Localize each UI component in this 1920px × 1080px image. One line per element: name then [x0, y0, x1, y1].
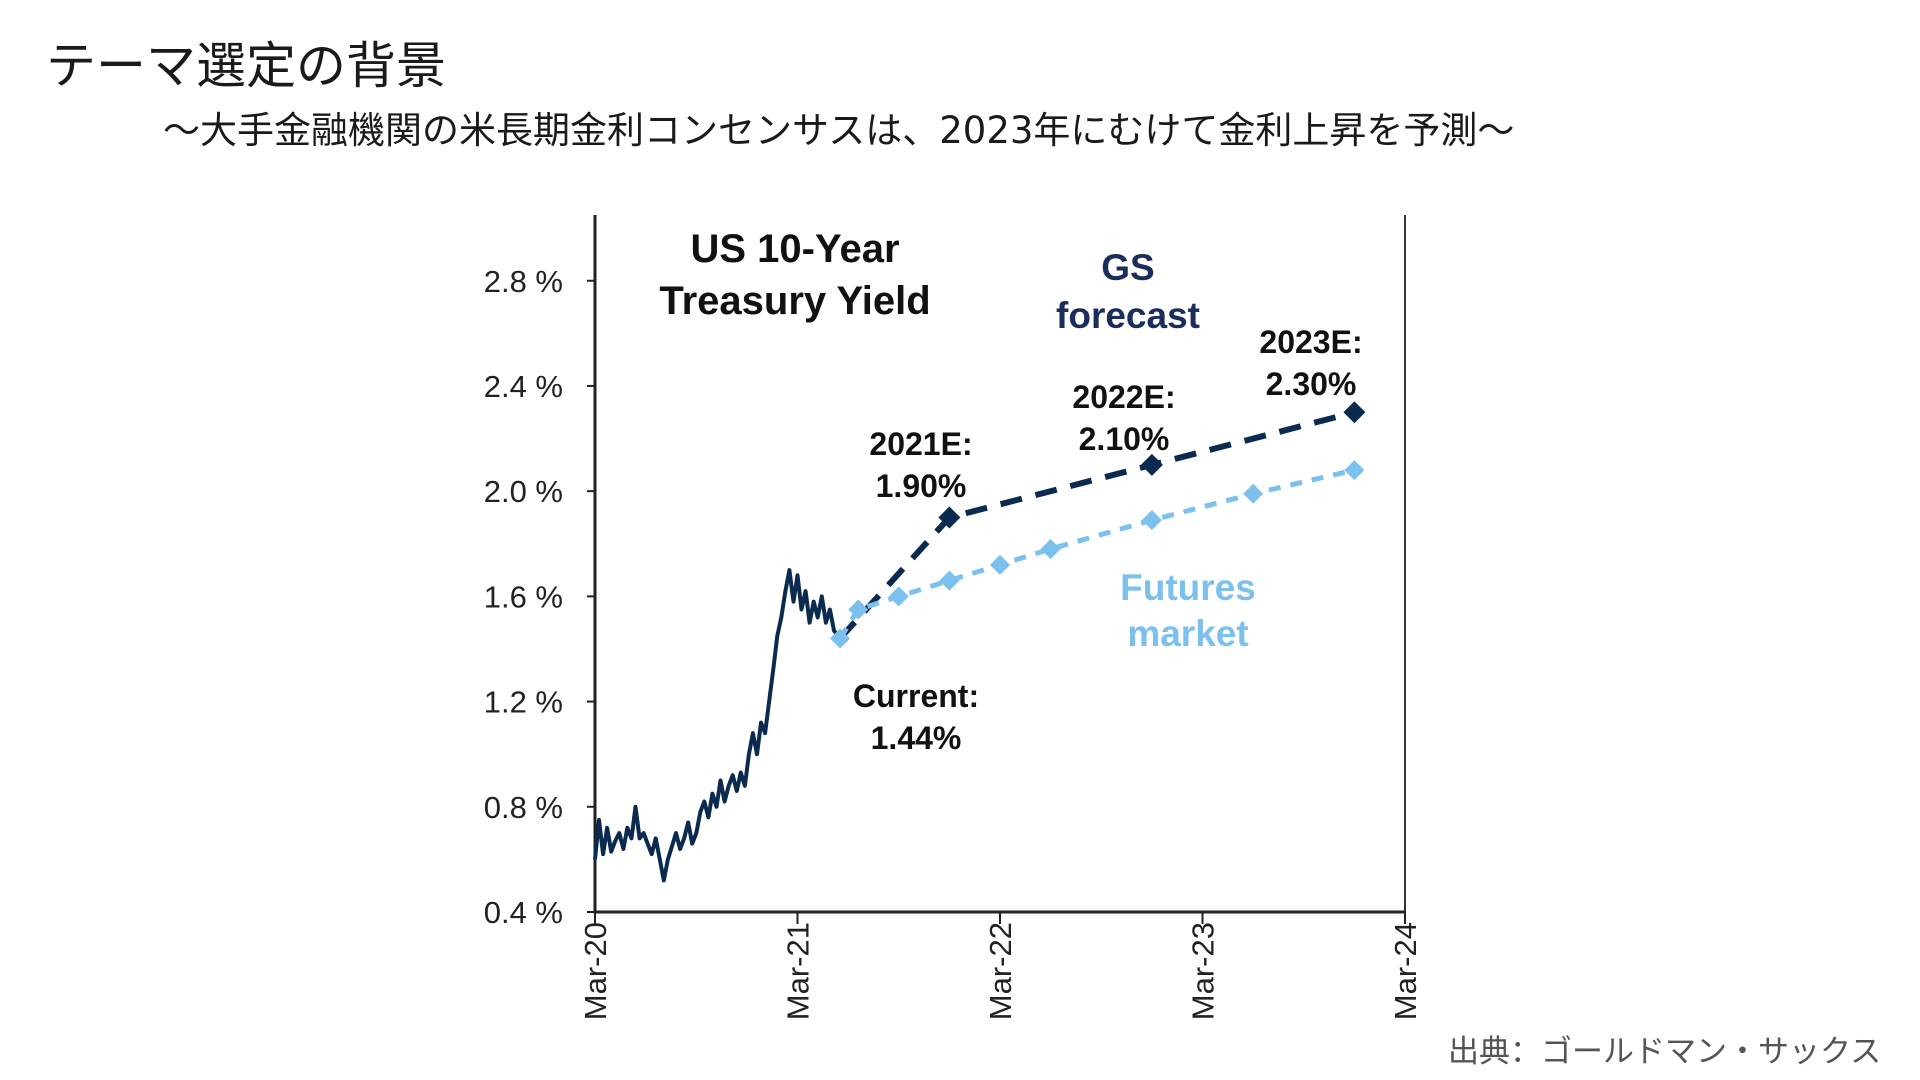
y-tick-label: 0.8 % — [484, 790, 563, 825]
current-marker — [830, 628, 851, 649]
chart-axes: 0.4 % 0.8 % 1.2 % 1.6 % 2.0 % 2.4 % 2.8 % Mar-2… — [484, 215, 1423, 1020]
futures-marker — [888, 586, 909, 607]
chart-title-line-2: Treasury Yield — [659, 279, 930, 323]
gs_forecast-marker — [1140, 453, 1163, 476]
futures-marker — [939, 570, 960, 591]
gs-forecast-label-line-2: forecast — [1056, 295, 1200, 336]
futures-marker — [1344, 460, 1365, 481]
current-label-line-1: Current: — [853, 678, 979, 714]
y-tick-label: 1.2 % — [484, 685, 563, 720]
futures-marker — [1243, 483, 1264, 504]
chart-title-line-1: US 10-Year — [690, 227, 899, 271]
estimate-2022-label-line-2: 2.10% — [1079, 421, 1170, 457]
x-tick-label: Mar-22 — [983, 922, 1018, 1020]
x-tick-label: Mar-23 — [1186, 922, 1221, 1020]
futures-marker — [990, 554, 1010, 575]
y-tick-label: 2.0 % — [484, 474, 563, 509]
futures-market-label-line-1: Futures — [1120, 567, 1256, 608]
gs_forecast-line — [837, 409, 1356, 641]
historical-line — [593, 568, 842, 883]
current-label-line-2: 1.44% — [871, 720, 962, 756]
gs-forecast-label-line-1: GS — [1101, 247, 1154, 288]
y-tick-label: 2.8 % — [484, 264, 563, 299]
x-tick-label: Mar-24 — [1388, 922, 1423, 1020]
x-tick-label: Mar-20 — [578, 922, 613, 1020]
estimate-2023-label-line-2: 2.30% — [1266, 366, 1357, 402]
chart-series — [593, 401, 1366, 883]
futures-marker — [1040, 539, 1061, 560]
gs_forecast-marker — [1343, 401, 1366, 424]
estimate-2023-label-line-1: 2023E: — [1259, 324, 1362, 360]
y-tick-label: 1.6 % — [484, 579, 563, 614]
futures-market-label-line-2: market — [1127, 613, 1248, 654]
slide-subtitle: 〜大手金融機関の米長期金利コンセンサスは、2023年にむけて金利上昇を予測〜 — [163, 109, 1515, 152]
gs_forecast-marker — [938, 506, 961, 529]
estimate-2021-label-line-2: 1.90% — [876, 468, 967, 504]
source-note: 出典：ゴールドマン・サックス — [1448, 1034, 1882, 1070]
estimate-2022-label-line-1: 2022E: — [1072, 379, 1175, 415]
futures-marker — [1141, 510, 1162, 531]
chart-annotations: US 10-Year Treasury Yield GS forecast Future… — [659, 227, 1362, 756]
x-tick-label: Mar-21 — [781, 922, 816, 1020]
futures-marker — [848, 599, 869, 620]
estimate-2021-label-line-1: 2021E: — [869, 426, 972, 462]
y-tick-label: 0.4 % — [484, 895, 563, 930]
slide-title: テーマ選定の背景 — [46, 37, 446, 95]
y-tick-label: 2.4 % — [484, 369, 563, 404]
